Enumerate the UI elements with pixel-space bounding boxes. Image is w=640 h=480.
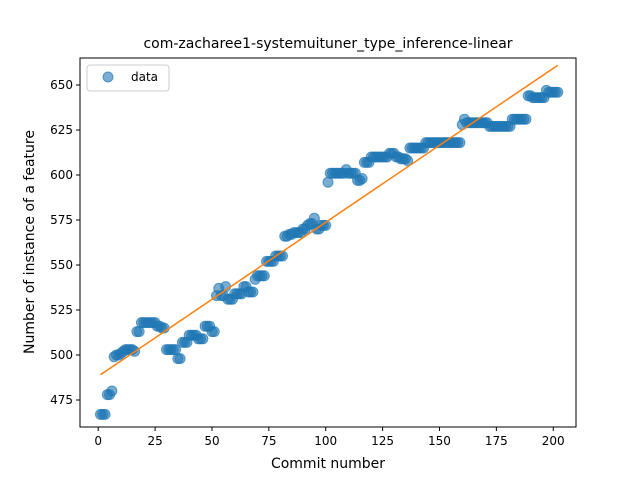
data-point xyxy=(552,86,564,98)
data-point xyxy=(133,326,145,338)
data-point xyxy=(402,155,414,167)
legend-label-data: data xyxy=(131,70,158,84)
y-tick-label: 525 xyxy=(50,303,73,317)
x-tick-label: 150 xyxy=(428,434,451,448)
data-point xyxy=(258,270,270,282)
y-axis-label: Number of instance of a feature xyxy=(22,130,38,354)
y-axis-ticks: 475 500 525 550 575 600 625 650 xyxy=(50,78,80,407)
x-axis-label: Commit number xyxy=(271,456,385,472)
data-point xyxy=(99,408,111,420)
data-point xyxy=(208,326,220,338)
data-point xyxy=(277,250,288,262)
legend: data xyxy=(86,64,170,92)
x-tick-label: 0 xyxy=(94,434,102,448)
chart-title: com-zacharee1-systemuituner_type_inferen… xyxy=(143,36,512,52)
y-tick-label: 600 xyxy=(50,168,73,182)
data-point xyxy=(247,286,259,298)
data-point xyxy=(106,385,118,397)
fit-line xyxy=(100,64,559,376)
x-tick-label: 100 xyxy=(314,434,337,448)
legend-box xyxy=(86,64,170,92)
data-point xyxy=(322,176,334,188)
fit-line-layer xyxy=(100,64,559,376)
data-point xyxy=(454,137,466,149)
x-tick-label: 50 xyxy=(204,434,219,448)
plot-area xyxy=(80,58,576,427)
y-tick-label: 500 xyxy=(50,348,73,362)
x-tick-label: 25 xyxy=(147,434,162,448)
data-point xyxy=(308,212,320,224)
data-point xyxy=(356,173,368,185)
y-tick-label: 650 xyxy=(50,78,73,92)
x-tick-label: 75 xyxy=(261,434,276,448)
plot-frame xyxy=(79,57,577,428)
x-tick-label: 175 xyxy=(485,434,508,448)
legend-marker-data xyxy=(102,71,114,83)
data-point xyxy=(174,353,186,365)
x-tick-label: 125 xyxy=(371,434,394,448)
data-point xyxy=(520,113,532,125)
x-tick-label: 200 xyxy=(542,434,565,448)
y-tick-label: 575 xyxy=(50,213,73,227)
x-axis-ticks: 0 25 50 75 100 125 150 175 200 xyxy=(94,427,565,448)
y-tick-label: 625 xyxy=(50,123,73,137)
y-tick-label: 475 xyxy=(50,393,73,407)
y-tick-label: 550 xyxy=(50,258,73,272)
data-point xyxy=(197,333,209,345)
